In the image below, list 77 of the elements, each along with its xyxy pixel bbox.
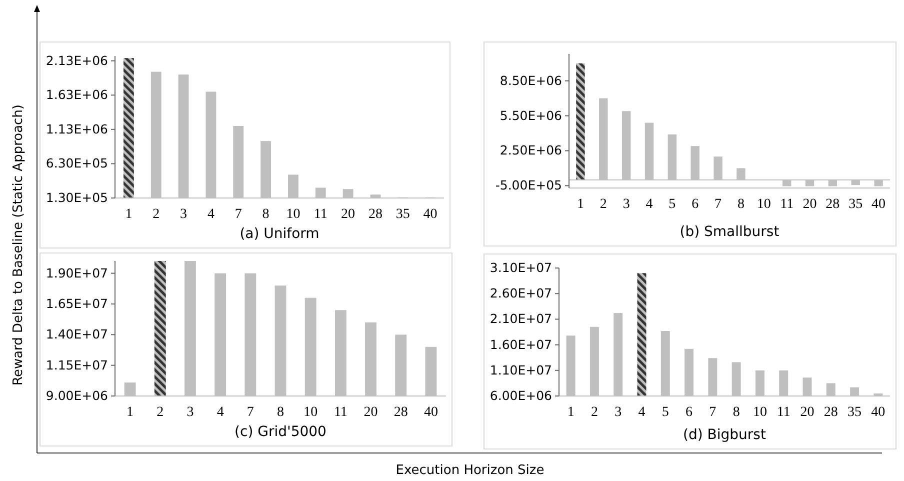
x-tick-label: 28 <box>394 404 408 420</box>
x-tick-label: 10 <box>304 404 318 420</box>
x-tick-label: 40 <box>871 404 886 420</box>
x-tick-label: 1 <box>125 206 132 222</box>
x-tick-label: 1 <box>126 404 134 420</box>
y-tick-label: 1.65E+07 <box>46 296 108 311</box>
x-tick-label: 6 <box>692 196 699 212</box>
y-tick-label: 1.10E+07 <box>490 362 552 378</box>
x-tick-label: 7 <box>709 404 716 420</box>
text: (c) Grid'5000 <box>234 424 326 440</box>
y-tick-label: 1.30E+05 <box>46 190 108 205</box>
y-tick-label: 6.30E+05 <box>46 156 108 171</box>
x-tick-label: 2 <box>590 404 598 420</box>
x-tick-label: 11 <box>780 196 794 212</box>
y-tick-label: 1.15E+07 <box>46 357 108 372</box>
y-tick-label: 6.00E+06 <box>490 388 552 403</box>
x-tick-label: 4 <box>638 404 646 420</box>
y-tick-label: 1.90E+07 <box>46 265 108 280</box>
x-tick-label: 3 <box>180 206 188 222</box>
x-tick-label: 10 <box>286 206 300 222</box>
x-tick-label: 11 <box>334 404 348 420</box>
x-tick-label: 2 <box>156 404 164 420</box>
x-tick-label: 20 <box>341 206 356 222</box>
text: (d) Bigburst <box>683 427 766 443</box>
x-tick-label: 3 <box>622 196 630 212</box>
x-tick-label: 35 <box>848 404 862 420</box>
x-tick-label: 11 <box>314 206 328 222</box>
y-tick-label: 2.60E+07 <box>490 286 552 301</box>
x-tick-label: 8 <box>277 404 284 420</box>
y-tick-label: 1.63E+06 <box>46 87 108 102</box>
x-tick-label: 8 <box>732 404 740 420</box>
x-tick-label: 11 <box>776 404 790 420</box>
x-tick-label: 3 <box>186 404 194 420</box>
x-tick-label: 40 <box>872 196 886 212</box>
y-tick-label: 1.13E+06 <box>46 121 108 136</box>
y-tick-label: 1.60E+07 <box>490 336 552 352</box>
y-tick-label: 2.13E+06 <box>46 52 108 68</box>
x-tick-label: 4 <box>646 196 653 212</box>
x-tick-label: 28 <box>824 404 838 420</box>
y-tick-label: 8.50E+06 <box>500 72 562 88</box>
x-tick-label: 20 <box>800 404 814 420</box>
x-axis-title: Execution Horizon Size <box>396 463 544 478</box>
x-tick-label: 7 <box>246 404 254 420</box>
y-axis-title: Reward Delta to Baseline (Static Approach) <box>11 104 26 386</box>
x-tick-label: 40 <box>424 404 438 420</box>
x-tick-label: 2 <box>600 196 607 212</box>
y-tick-label: 3.10E+07 <box>490 260 552 275</box>
x-tick-label: 7 <box>714 196 722 212</box>
x-tick-label: 8 <box>737 196 744 212</box>
x-tick-label: 35 <box>396 206 410 222</box>
x-tick-label: 28 <box>826 196 840 212</box>
y-tick-label: 5.50E+06 <box>500 108 562 123</box>
x-tick-label: 4 <box>207 206 214 222</box>
y-tick-label: 2.50E+06 <box>500 142 562 158</box>
x-tick-label: 10 <box>756 196 771 212</box>
x-tick-label: 8 <box>262 206 270 222</box>
y-tick-label: 2.10E+07 <box>490 311 552 326</box>
y-tick-label: 9.00E+06 <box>46 388 108 403</box>
x-tick-label: 2 <box>152 206 160 222</box>
x-tick-label: 10 <box>752 404 767 420</box>
x-tick-label: 20 <box>364 404 378 420</box>
x-tick-label: 5 <box>662 404 669 420</box>
x-tick-label: 35 <box>848 196 863 212</box>
x-tick-label: 28 <box>368 206 382 222</box>
x-tick-label: 1 <box>576 196 584 212</box>
x-tick-label: 5 <box>668 196 676 212</box>
text: (b) Smallburst <box>680 224 780 240</box>
x-tick-label: 1 <box>567 404 574 420</box>
x-tick-label: 40 <box>423 206 438 222</box>
x-tick-label: 20 <box>802 196 817 212</box>
x-tick-label: 3 <box>614 404 622 420</box>
x-tick-label: 6 <box>686 404 693 420</box>
text: (a) Uniform <box>240 226 320 242</box>
y-tick-label: -5.00E+05 <box>495 178 562 193</box>
x-tick-label: 7 <box>234 206 242 222</box>
y-tick-label: 1.40E+07 <box>46 326 108 342</box>
x-tick-label: 4 <box>216 404 224 420</box>
